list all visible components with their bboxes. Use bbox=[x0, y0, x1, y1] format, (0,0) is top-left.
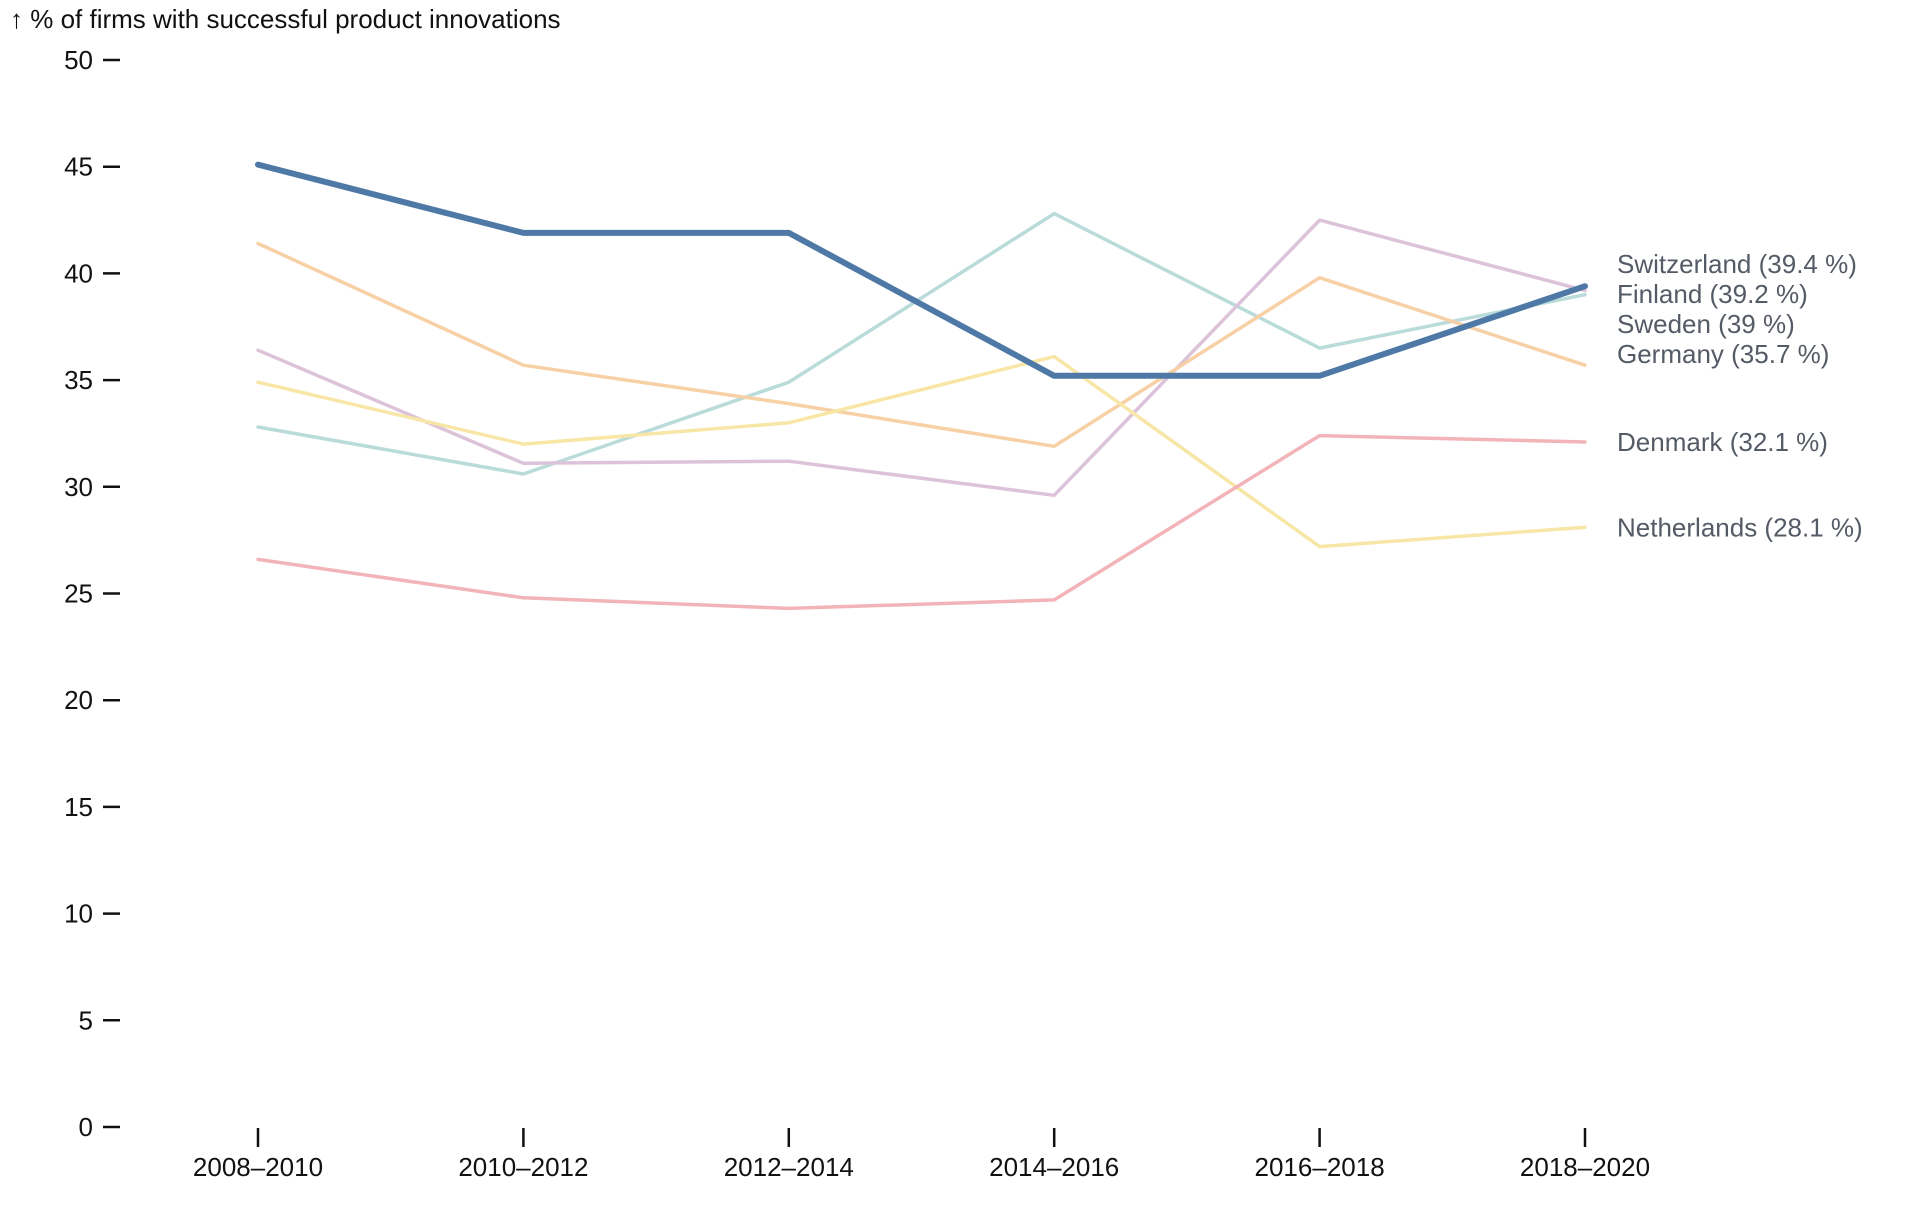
y-tick-label: 25 bbox=[64, 579, 93, 609]
x-tick-label: 2016–2018 bbox=[1255, 1152, 1385, 1182]
x-tick-label: 2008–2010 bbox=[193, 1152, 323, 1182]
y-tick-label: 30 bbox=[64, 472, 93, 502]
series-label-denmark: Denmark (32.1 %) bbox=[1617, 427, 1828, 457]
series-line-denmark bbox=[256, 433, 1587, 611]
series-label-switzerland: Switzerland (39.4 %) bbox=[1617, 249, 1857, 279]
series-lines bbox=[255, 161, 1588, 611]
y-tick-label: 40 bbox=[64, 258, 93, 288]
series-line-switzerland bbox=[255, 161, 1588, 379]
series-line-finland bbox=[256, 218, 1587, 498]
series-label-sweden: Sweden (39 %) bbox=[1617, 309, 1795, 339]
series-end-labels: Switzerland (39.4 %)Finland (39.2 %)Swed… bbox=[1617, 249, 1863, 542]
y-axis-title: ↑ % of firms with successful product inn… bbox=[10, 4, 561, 34]
series-label-finland: Finland (39.2 %) bbox=[1617, 279, 1808, 309]
y-tick-label: 5 bbox=[79, 1005, 93, 1035]
x-tick-label: 2014–2016 bbox=[989, 1152, 1119, 1182]
x-axis: 2008–2010 2010–2012 2012–2014 2014–2016 2016… bbox=[193, 1128, 1650, 1182]
y-tick-label: 0 bbox=[79, 1112, 93, 1142]
x-tick-label: 2018–2020 bbox=[1520, 1152, 1650, 1182]
y-tick-label: 35 bbox=[64, 365, 93, 395]
x-tick-label: 2010–2012 bbox=[458, 1152, 588, 1182]
series-line-germany bbox=[256, 241, 1587, 449]
x-tick-label: 2012–2014 bbox=[724, 1152, 854, 1182]
series-label-germany: Germany (35.7 %) bbox=[1617, 339, 1829, 369]
y-tick-label: 15 bbox=[64, 792, 93, 822]
series-label-netherlands: Netherlands (28.1 %) bbox=[1617, 512, 1863, 542]
y-tick-label: 20 bbox=[64, 685, 93, 715]
series-line-netherlands bbox=[256, 354, 1587, 549]
series-line-sweden bbox=[256, 211, 1587, 476]
y-tick-label: 10 bbox=[64, 899, 93, 929]
y-tick-label: 50 bbox=[64, 45, 93, 75]
y-axis: 0 5 10 15 20 25 30 35 40 45 50 bbox=[64, 45, 120, 1142]
y-tick-label: 45 bbox=[64, 152, 93, 182]
